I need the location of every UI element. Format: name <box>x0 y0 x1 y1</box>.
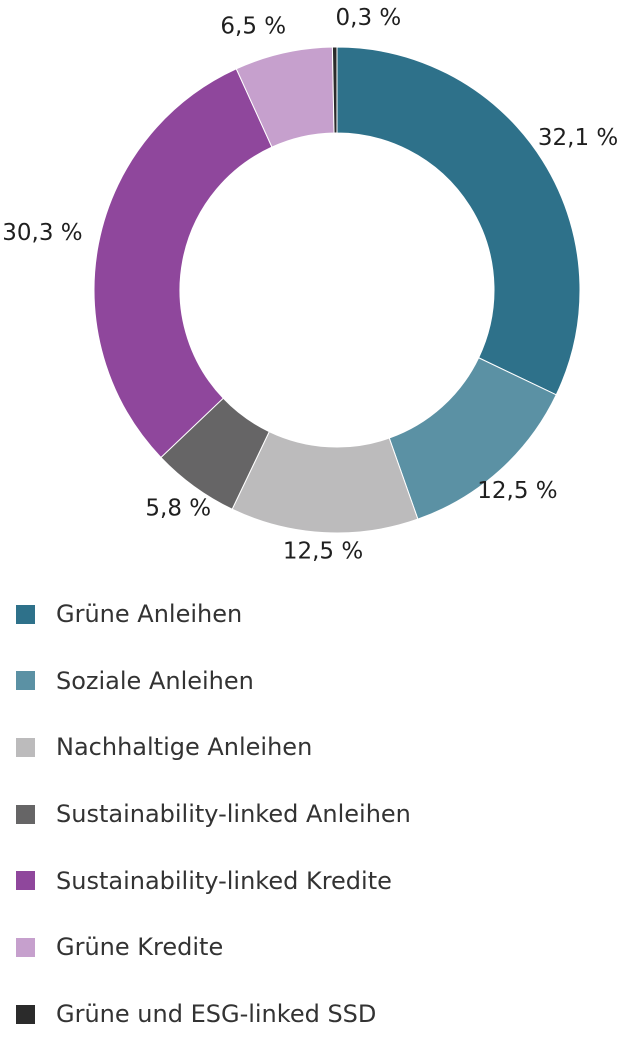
slice-sustainability-linked-kredite <box>93 68 273 459</box>
slice-label-gruene-kredite: 6,5 % <box>220 14 286 40</box>
legend-label: Nachhaltige Anleihen <box>56 733 313 762</box>
legend-swatch <box>16 604 35 624</box>
slice-label-soziale-anleihen: 12,5 % <box>477 478 557 504</box>
donut-chart: 32,1 % 12,5 % 12,5 % 5,8 % 30,3 % 6,5 % 0,3 % <box>2 5 618 565</box>
slice-label-sustainability-linked-anleihen: 5,8 % <box>145 495 211 521</box>
legend-swatch <box>16 871 35 891</box>
legend-item-soziale-anleihen: Soziale Anleihen <box>16 661 616 701</box>
legend-label: Sustainability-linked Anleihen <box>56 800 411 829</box>
donut-slices <box>93 46 581 534</box>
slice-gruene-anleihen <box>336 46 581 396</box>
chart-legend: Grüne Anleihen Soziale Anleihen Nachhaltig… <box>16 594 616 1061</box>
legend-swatch <box>16 937 35 957</box>
legend-swatch <box>16 671 35 691</box>
legend-item-gruene-kredite: Grüne Kredite <box>16 927 616 967</box>
legend-item-gruene-anleihen: Grüne Anleihen <box>16 594 616 634</box>
slice-gruene-und-esg-linked-ssd <box>331 46 338 134</box>
slice-labels: 32,1 % 12,5 % 12,5 % 5,8 % 30,3 % 6,5 % 0,3 % <box>2 5 618 565</box>
slice-label-sustainability-linked-kredite: 30,3 % <box>2 220 82 246</box>
legend-item-nachhaltige-anleihen: Nachhaltige Anleihen <box>16 727 616 767</box>
legend-item-gruene-und-esg-linked-ssd: Grüne und ESG-linked SSD <box>16 994 616 1034</box>
legend-label: Grüne Anleihen <box>56 600 243 628</box>
legend-label: Sustainability-linked Kredite <box>56 866 392 895</box>
slice-label-nachhaltige-anleihen: 12,5 % <box>283 539 363 565</box>
legend-label: Grüne Kredite <box>56 933 224 962</box>
legend-label: Soziale Anleihen <box>56 666 254 695</box>
legend-label: Grüne und ESG-linked SSD <box>56 1000 377 1029</box>
legend-item-sustainability-linked-kredite: Sustainability-linked Kredite <box>16 861 616 901</box>
slice-label-gruene-und-esg-linked-ssd: 0,3 % <box>336 5 402 31</box>
legend-swatch <box>16 737 35 757</box>
legend-swatch <box>16 804 35 824</box>
legend-swatch <box>16 1004 35 1024</box>
legend-item-sustainability-linked-anleihen: Sustainability-linked Anleihen <box>16 794 616 834</box>
slice-label-gruene-anleihen: 32,1 % <box>538 125 618 151</box>
